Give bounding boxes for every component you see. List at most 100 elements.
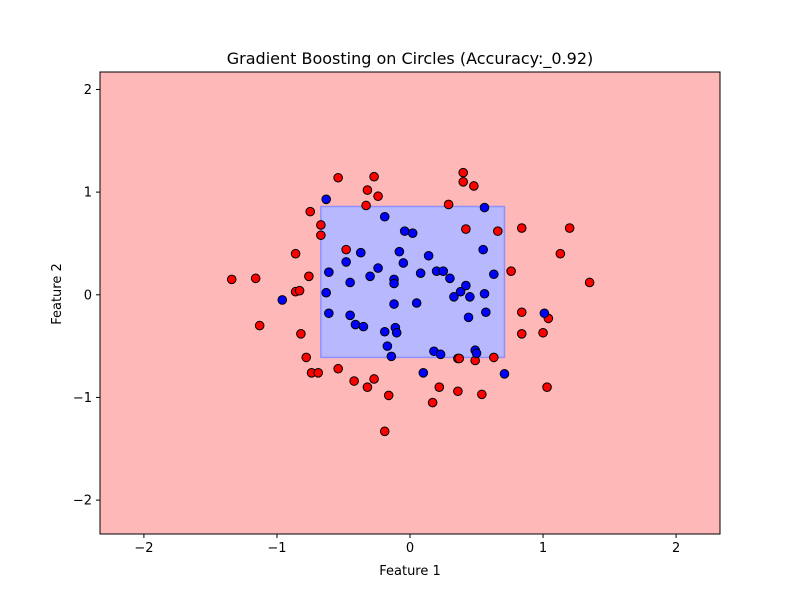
data-point-class-1 <box>415 268 426 279</box>
data-point-class-0 <box>461 224 471 234</box>
data-point-class-0 <box>516 307 527 318</box>
chart-title: Gradient Boosting on Circles (Accuracy:_… <box>227 49 593 69</box>
data-point-class-1 <box>389 278 399 289</box>
data-point-class-0 <box>226 274 237 285</box>
data-point-class-1 <box>471 348 482 359</box>
data-point-class-1 <box>345 277 355 288</box>
data-point-class-0 <box>304 271 314 282</box>
x-tick-label: 1 <box>539 541 547 556</box>
data-point-class-1 <box>465 292 475 302</box>
data-point-class-0 <box>469 181 479 191</box>
x-tick-label: −1 <box>267 541 286 556</box>
y-tick-label: 0 <box>84 288 92 303</box>
data-point-class-0 <box>369 171 379 182</box>
data-point-class-0 <box>538 327 548 338</box>
data-point-class-1 <box>479 202 490 213</box>
data-point-class-1 <box>539 308 550 319</box>
data-point-class-1 <box>341 257 351 267</box>
data-point-class-0 <box>254 320 265 331</box>
data-point-class-0 <box>493 226 503 236</box>
data-point-class-1 <box>398 258 409 268</box>
x-tick-label: 2 <box>672 541 680 556</box>
x-tick-label: −2 <box>134 541 153 556</box>
data-point-class-1 <box>438 266 449 276</box>
data-point-class-0 <box>427 397 438 408</box>
data-point-class-1 <box>345 310 355 321</box>
data-point-class-1 <box>379 211 390 222</box>
data-point-class-1 <box>499 369 510 379</box>
data-point-class-0 <box>454 353 465 364</box>
data-point-class-0 <box>458 177 469 187</box>
data-point-class-0 <box>290 248 301 259</box>
data-point-class-1 <box>455 286 466 297</box>
data-point-class-1 <box>324 308 334 319</box>
data-point-class-0 <box>516 329 527 339</box>
data-point-class-1 <box>449 292 459 302</box>
data-point-class-0 <box>458 167 469 178</box>
data-point-class-0 <box>250 273 261 284</box>
x-tick-label: 0 <box>406 541 414 556</box>
data-point-class-0 <box>555 248 566 259</box>
data-point-class-0 <box>477 389 487 400</box>
data-point-class-0 <box>333 363 343 374</box>
data-point-class-0 <box>489 352 499 363</box>
data-point-class-1 <box>386 351 397 362</box>
data-points <box>226 167 595 437</box>
y-tick-label: 2 <box>84 83 92 98</box>
data-point-class-0 <box>584 277 595 288</box>
data-point-class-1 <box>461 280 471 291</box>
data-point-class-1 <box>399 226 410 236</box>
y-tick-label: 1 <box>84 186 92 201</box>
data-point-class-0 <box>506 266 516 276</box>
data-point-class-0 <box>373 191 383 202</box>
data-point-class-1 <box>391 327 402 338</box>
data-point-class-1 <box>394 246 405 257</box>
data-point-class-1 <box>358 321 369 332</box>
data-point-class-1 <box>423 250 434 261</box>
data-point-class-0 <box>349 376 359 386</box>
y-axis-label: Feature 2 <box>50 263 65 325</box>
x-axis-label: Feature 1 <box>379 564 441 579</box>
y-tick-label: −2 <box>73 494 92 509</box>
data-point-class-0 <box>564 223 575 233</box>
data-point-class-1 <box>389 299 399 309</box>
data-point-class-0 <box>542 382 552 392</box>
data-point-class-0 <box>296 329 306 339</box>
data-point-class-0 <box>316 230 326 241</box>
data-point-class-1 <box>478 244 488 255</box>
data-point-class-1 <box>350 319 361 330</box>
data-point-class-1 <box>277 295 288 305</box>
data-point-class-1 <box>418 368 429 378</box>
data-point-class-0 <box>362 185 373 195</box>
data-point-class-1 <box>445 273 455 284</box>
data-point-class-0 <box>301 352 312 363</box>
data-point-class-1 <box>479 288 490 299</box>
data-point-class-1 <box>435 349 446 360</box>
x-axis-ticks: −2 −1 0 1 2 <box>134 534 680 556</box>
data-point-class-0 <box>313 368 323 378</box>
data-point-class-0 <box>453 386 463 397</box>
data-point-class-1 <box>321 194 331 205</box>
data-point-class-1 <box>321 287 331 298</box>
data-point-class-0 <box>434 382 445 392</box>
data-point-class-0 <box>294 285 305 296</box>
data-point-class-1 <box>489 269 499 280</box>
data-point-class-1 <box>407 228 418 238</box>
data-point-class-1 <box>379 326 390 337</box>
data-point-class-0 <box>362 382 373 392</box>
data-point-class-0 <box>316 220 326 230</box>
data-point-class-1 <box>481 307 491 318</box>
data-point-class-1 <box>411 298 422 308</box>
data-point-class-1 <box>463 312 474 323</box>
data-point-class-0 <box>305 206 316 217</box>
data-point-class-0 <box>443 199 454 210</box>
data-point-class-0 <box>369 374 379 384</box>
data-point-class-0 <box>341 244 351 255</box>
data-point-class-0 <box>361 200 371 211</box>
data-point-class-1 <box>373 263 383 273</box>
data-point-class-0 <box>516 223 527 233</box>
data-point-class-0 <box>379 426 390 437</box>
data-point-class-1 <box>365 271 375 282</box>
